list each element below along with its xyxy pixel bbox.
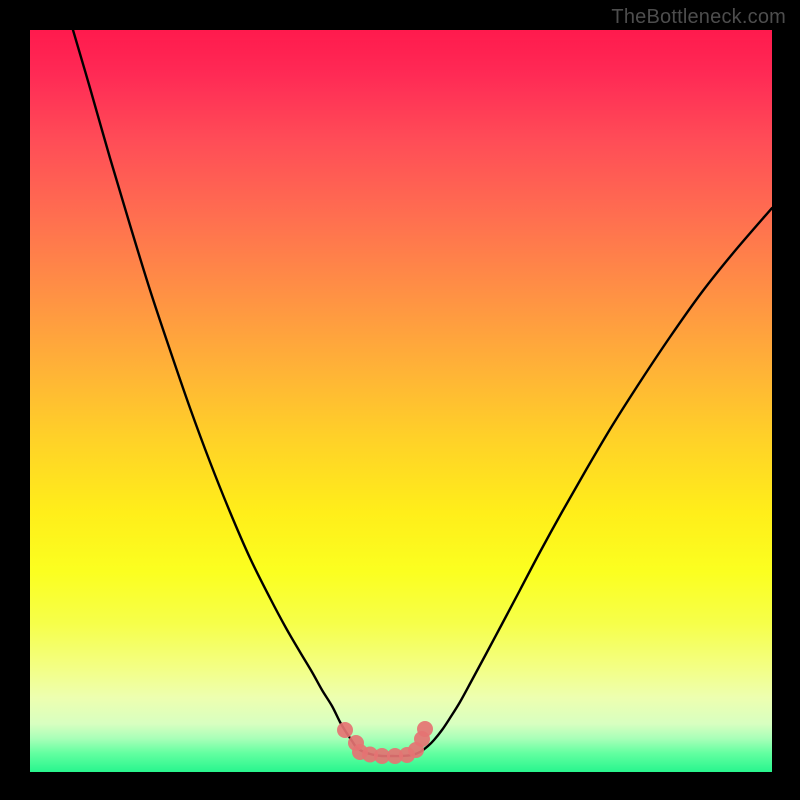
marker-group — [337, 721, 433, 764]
curve-marker — [417, 721, 433, 737]
curve-marker — [337, 722, 353, 738]
curve-layer — [30, 30, 772, 772]
bottleneck-curve — [73, 30, 772, 756]
chart-frame: TheBottleneck.com — [0, 0, 800, 800]
plot-area — [30, 30, 772, 772]
watermark-text: TheBottleneck.com — [611, 6, 786, 29]
